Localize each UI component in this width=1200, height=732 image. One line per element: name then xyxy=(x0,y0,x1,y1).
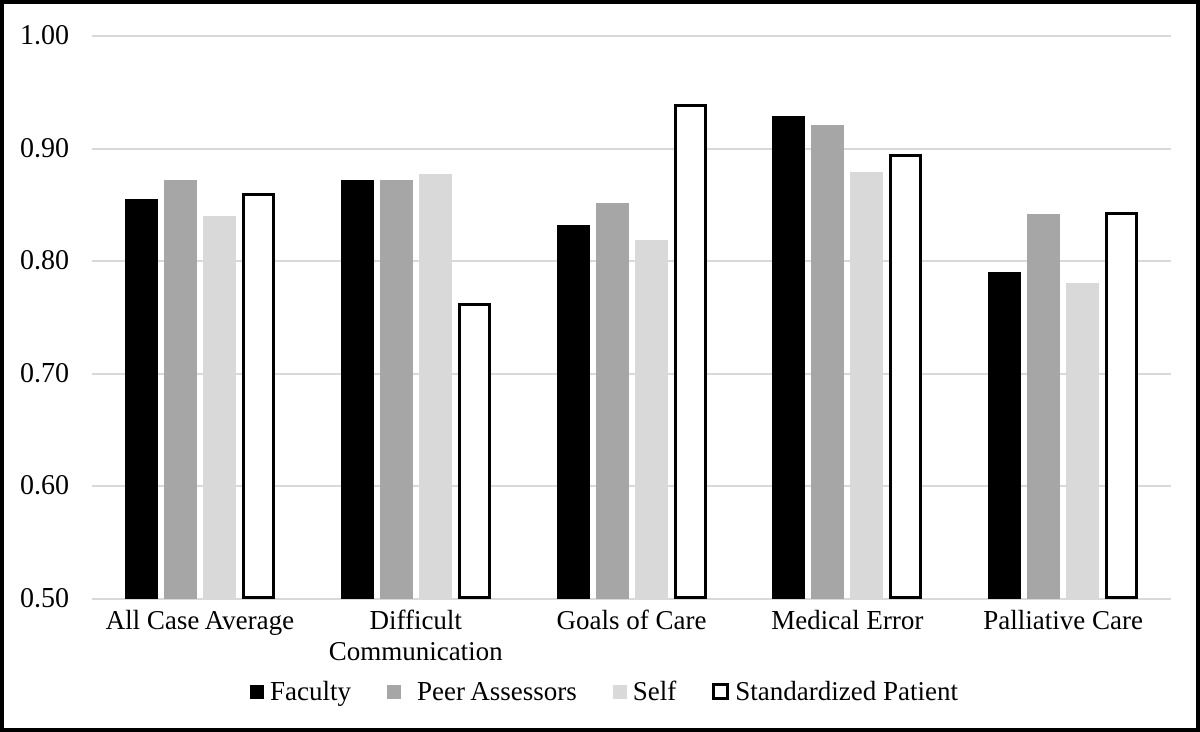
gridline xyxy=(92,147,1171,150)
bar-self xyxy=(202,216,236,599)
legend: Faculty Peer Assessors Self Standardized Pa… xyxy=(4,676,1196,707)
gridline xyxy=(92,260,1171,263)
bar-faculty xyxy=(988,272,1022,599)
gridline xyxy=(92,35,1171,37)
y-axis-tick-label: 0.70 xyxy=(20,357,69,389)
bar-standardized-patient xyxy=(241,193,275,599)
bar-standardized-patient xyxy=(1105,212,1139,599)
bar-self xyxy=(418,174,452,599)
legend-item-peer-assessors: Peer Assessors xyxy=(387,676,577,707)
legend-swatch-icon xyxy=(712,683,730,700)
legend-swatch-icon xyxy=(250,684,265,699)
bar-peer-assessors xyxy=(379,180,413,599)
y-axis-tick-label: 1.00 xyxy=(20,20,69,51)
bar-peer-assessors xyxy=(1027,214,1061,599)
x-axis-line xyxy=(92,598,1171,600)
bar-peer-assessors xyxy=(163,180,197,599)
legend-label: Peer Assessors xyxy=(417,676,577,706)
bar-standardized-patient xyxy=(673,104,707,599)
bar-self xyxy=(850,172,884,599)
legend-swatch-icon xyxy=(387,684,402,699)
bar-self xyxy=(1066,283,1100,599)
plot-area xyxy=(92,35,1171,600)
legend-label: Self xyxy=(632,676,677,706)
legend-item-self: Self xyxy=(612,676,677,707)
bar-standardized-patient xyxy=(457,303,491,599)
legend-label: Faculty xyxy=(270,676,352,706)
bar-standardized-patient xyxy=(889,154,923,599)
legend-item-standardized-patient: Standardized Patient xyxy=(712,676,958,707)
x-axis-category-label: All Case Average xyxy=(105,605,295,635)
bar-self xyxy=(634,240,668,599)
y-axis-tick-label: 0.50 xyxy=(20,583,69,614)
y-axis-tick-label: 0.80 xyxy=(20,245,69,277)
legend-label: Standardized Patient xyxy=(735,676,958,706)
bar-peer-assessors xyxy=(595,203,629,599)
gridline xyxy=(92,372,1171,375)
bar-faculty xyxy=(340,180,374,599)
legend-item-faculty: Faculty xyxy=(250,676,351,707)
legend-swatch-icon xyxy=(612,684,627,699)
bar-faculty xyxy=(556,225,590,599)
x-axis-category-label: Palliative Care xyxy=(983,605,1143,635)
bar-peer-assessors xyxy=(811,125,845,599)
y-axis-tick-label: 0.60 xyxy=(20,470,69,502)
y-axis-tick-label: 0.90 xyxy=(20,132,69,164)
bar-faculty xyxy=(772,116,806,599)
x-axis-category-label: Medical Error xyxy=(771,605,924,635)
bar-faculty xyxy=(124,199,158,599)
x-axis-category-label: Goals of Care xyxy=(556,605,707,635)
gridline xyxy=(92,485,1171,488)
x-axis-category-label: Difficult Communication xyxy=(328,605,503,667)
